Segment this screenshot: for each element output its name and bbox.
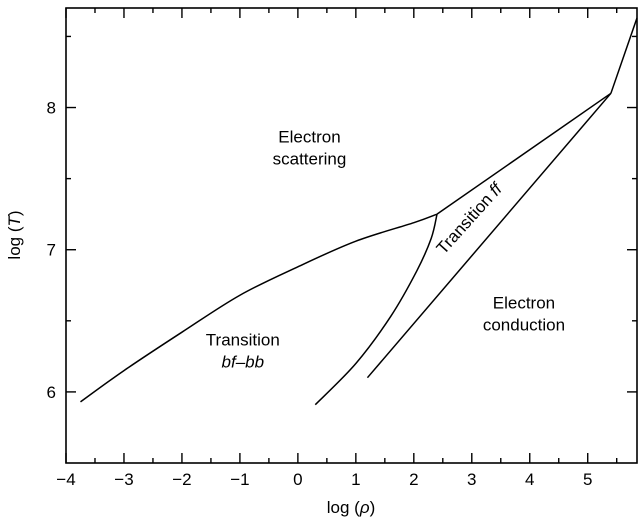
x-tick-label: 3 bbox=[467, 470, 476, 489]
region-label-4: Transition ff bbox=[433, 178, 508, 258]
x-tick-label: 0 bbox=[293, 470, 302, 489]
y-axis-label: log (T) bbox=[5, 210, 24, 259]
x-tick-label: 2 bbox=[409, 470, 418, 489]
region-label-line: conduction bbox=[483, 316, 565, 335]
region-label-2: Transition bf–bb bbox=[206, 331, 280, 372]
x-tick-label: 1 bbox=[351, 470, 360, 489]
x-axis-label: log (ρ) bbox=[327, 498, 376, 517]
boundary-curve-2 bbox=[436, 92, 612, 215]
x-tick-label: −4 bbox=[56, 470, 75, 489]
boundary-curves bbox=[80, 17, 638, 406]
y-axis-label-suffix: ) bbox=[5, 210, 24, 216]
y-axis-label-prefix: log ( bbox=[5, 226, 24, 259]
x-axis-ticks: −4 −3 −2 −1 0 1 2 3 4 5 bbox=[56, 8, 618, 489]
x-tick-label: 5 bbox=[583, 470, 592, 489]
boundary-curve-5 bbox=[366, 92, 612, 379]
y-axis-label-symbol: T bbox=[5, 214, 24, 226]
x-axis-label-symbol: ρ bbox=[359, 498, 370, 517]
region-label-1: Electron scattering bbox=[273, 127, 347, 168]
x-axis-label-suffix: ) bbox=[370, 498, 376, 517]
region-label-line: Electron bbox=[493, 294, 555, 313]
boundary-curve-4 bbox=[314, 213, 438, 406]
boundary-curve-1 bbox=[80, 213, 438, 403]
region-label-line: Transition bbox=[206, 331, 280, 350]
region-label-3: Electron conduction bbox=[483, 294, 565, 335]
region-labels: Electron scattering Transition bf–bb Electro… bbox=[206, 127, 565, 371]
x-tick-label: −3 bbox=[114, 470, 133, 489]
x-tick-label: 4 bbox=[525, 470, 534, 489]
region-label-italic: ff bbox=[485, 178, 507, 199]
x-tick-label: −2 bbox=[172, 470, 191, 489]
boundary-curve-3 bbox=[610, 17, 638, 94]
y-tick-label: 8 bbox=[47, 99, 56, 118]
x-axis-label-prefix: log ( bbox=[327, 498, 360, 517]
region-label-line: bf–bb bbox=[222, 353, 265, 372]
region-label-line: Transition ff bbox=[433, 178, 508, 258]
y-tick-label: 7 bbox=[47, 241, 56, 260]
x-tick-label: −1 bbox=[230, 470, 249, 489]
y-tick-label: 6 bbox=[47, 383, 56, 402]
region-label-line: Electron bbox=[278, 127, 340, 146]
plot-frame bbox=[65, 7, 638, 464]
region-label-line: scattering bbox=[273, 149, 347, 168]
y-axis-ticks: 6 7 8 bbox=[47, 35, 637, 402]
